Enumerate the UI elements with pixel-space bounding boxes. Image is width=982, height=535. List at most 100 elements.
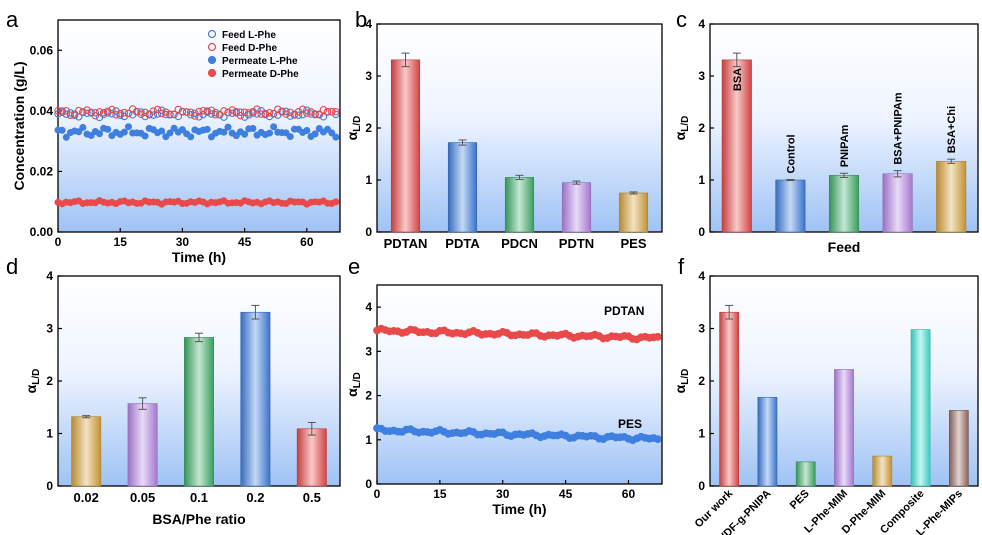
y-tick-label: 1 <box>46 427 53 441</box>
data-point <box>269 110 278 118</box>
y-tick-label: 1 <box>365 173 372 187</box>
data-point <box>95 130 103 138</box>
bar-label: Control <box>785 134 797 173</box>
x-category-label: PES <box>788 488 812 512</box>
bar-label: BSA+Chi <box>946 106 958 153</box>
data-point <box>120 128 128 136</box>
data-point <box>191 112 199 120</box>
legend-label: Permeate D-Phe <box>222 69 299 80</box>
panel-letter-d: d <box>6 254 18 279</box>
data-point <box>120 108 129 117</box>
data-point <box>116 109 124 118</box>
data-point <box>274 105 282 113</box>
y-tick-label: 4 <box>365 300 372 314</box>
x-tick-label: 60 <box>622 487 636 501</box>
data-point <box>149 111 158 119</box>
data-point <box>158 127 166 135</box>
data-point <box>220 128 228 136</box>
bar-4 <box>936 160 967 233</box>
data-point <box>303 126 311 134</box>
y-axis-label: Concentration (g/L) <box>11 61 27 190</box>
bar-2 <box>504 177 535 233</box>
data-point <box>182 108 191 116</box>
data-point <box>249 107 257 116</box>
y-tick-label: 1 <box>365 433 372 447</box>
data-point <box>58 108 66 116</box>
data-point <box>228 106 236 114</box>
y-tick-label: 0 <box>698 479 705 493</box>
data-point <box>79 108 87 117</box>
bar-0 <box>390 59 421 233</box>
panel-c-chart: 0 1 2 3 4 BSA Control PNIPAm BSA+PNIPAm BSA+Chi αL… <box>672 17 979 255</box>
bar-3 <box>561 182 592 233</box>
bar-0 <box>719 311 740 487</box>
series-label: PDTAN <box>604 304 644 318</box>
data-point <box>66 109 75 117</box>
y-tick-label: 0 <box>698 225 705 239</box>
data-point <box>245 109 253 117</box>
data-point <box>157 106 166 115</box>
data-point <box>195 113 203 121</box>
data-point <box>178 126 186 134</box>
data-point <box>298 105 307 114</box>
data-point <box>236 108 245 116</box>
data-point <box>307 110 315 118</box>
y-tick-label: 0.04 <box>30 104 54 118</box>
data-point <box>265 129 273 137</box>
data-point <box>186 108 195 117</box>
data-point <box>166 110 174 118</box>
data-point <box>240 113 249 121</box>
data-point <box>311 110 319 118</box>
data-point <box>62 133 70 141</box>
data-point <box>174 112 183 121</box>
panel-a-chart: 0 15 30 45 60 0.00 0.02 0.04 0.06 Time (h) Feed L-… <box>11 19 341 265</box>
x-tick-label: 15 <box>433 487 447 501</box>
data-point <box>653 435 662 444</box>
x-tick-label: 30 <box>496 487 510 501</box>
y-axis-label-main: α <box>344 388 360 397</box>
data-point <box>311 130 319 138</box>
y-tick-label: 3 <box>698 69 705 83</box>
bar-label: PNIPAm <box>839 124 851 167</box>
x-tick-label: 15 <box>114 235 128 249</box>
x-category-label: PDTAN <box>384 236 428 251</box>
data-point <box>74 106 83 115</box>
data-point <box>104 125 112 133</box>
data-point <box>157 109 166 118</box>
data-point <box>124 109 133 118</box>
data-point <box>112 110 120 119</box>
y-tick-label: 3 <box>698 322 705 336</box>
data-point <box>62 106 71 115</box>
y-axis-label-sub: L/D <box>352 116 363 132</box>
data-point <box>228 109 236 117</box>
data-point <box>174 105 183 114</box>
data-point <box>294 111 303 119</box>
y-tick-label: 3 <box>365 344 372 358</box>
data-point <box>249 125 257 133</box>
y-axis-label: αL/D <box>344 116 363 141</box>
x-category-label: 0.05 <box>130 490 155 505</box>
x-axis-label: BSA/Phe ratio <box>152 511 245 527</box>
data-point <box>261 109 270 118</box>
y-tick-label: 4 <box>46 269 53 283</box>
data-point <box>207 106 216 115</box>
plot-frame <box>376 284 663 485</box>
y-axis-label-main: α <box>23 384 39 393</box>
data-point <box>133 108 141 116</box>
bar-3 <box>240 311 271 487</box>
legend-label: Feed D-Phe <box>222 43 277 54</box>
data-point <box>141 112 149 121</box>
data-point <box>303 106 311 115</box>
data-point <box>75 128 83 136</box>
y-tick-label: 2 <box>365 121 372 135</box>
data-point <box>282 110 290 118</box>
legend-marker <box>207 42 217 52</box>
data-point <box>323 107 332 116</box>
data-point <box>66 111 75 119</box>
data-point <box>257 110 265 118</box>
data-point <box>125 123 133 131</box>
data-point <box>162 108 170 116</box>
panel-letter-e: e <box>348 254 360 279</box>
y-axis-label: αL/D <box>23 369 42 394</box>
